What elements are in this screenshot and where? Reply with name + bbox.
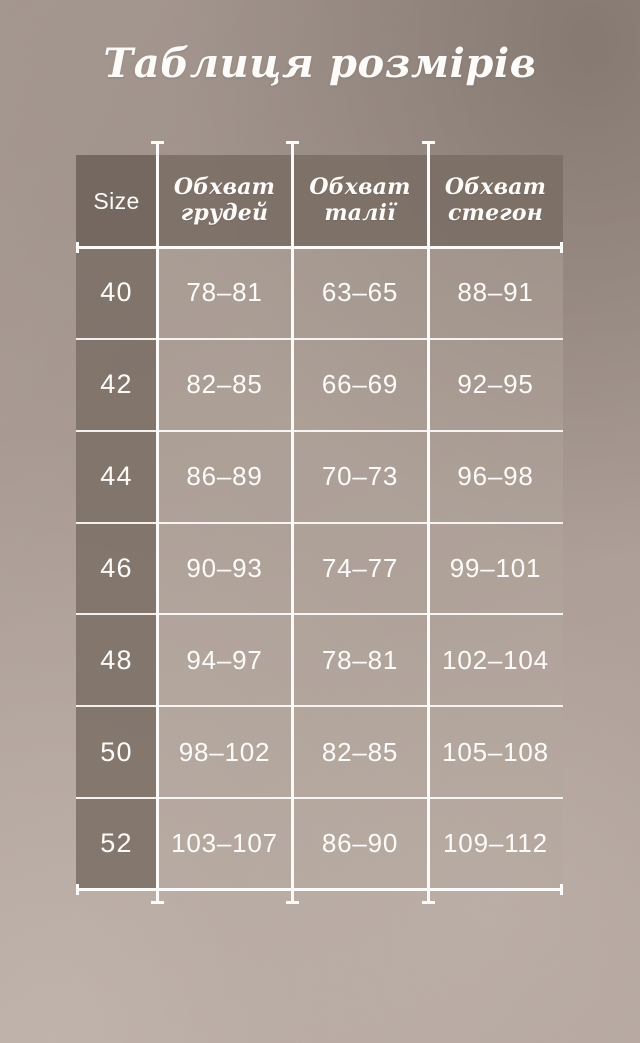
measurement-cell-hips: 105–108 <box>428 706 563 799</box>
measurement-cell-chest: 90–93 <box>157 522 292 615</box>
rule-table-bottom <box>76 884 563 895</box>
measurement-cell-waist: 74–77 <box>292 522 428 615</box>
measurement-cell-chest: 94–97 <box>157 614 292 707</box>
measurement-cell-waist: 78–81 <box>292 614 428 707</box>
rule-row-5 <box>76 705 563 707</box>
size-cell: 52 <box>76 798 157 890</box>
size-cell: 50 <box>76 706 157 799</box>
rule-header-bottom <box>76 242 563 253</box>
page-title: Таблиця розмірів <box>103 40 537 87</box>
measurement-cell-hips: 92–95 <box>428 338 563 431</box>
measurement-cell-hips: 99–101 <box>428 522 563 615</box>
measurement-cell-waist: 70–73 <box>292 430 428 523</box>
measurement-cell-chest: 103–107 <box>157 798 292 890</box>
size-chart-table: Size Обхват грудей Обхват талії Обхват стегон 4… <box>76 141 563 904</box>
size-cell: 44 <box>76 430 157 523</box>
size-chart-grid: Size Обхват грудей Обхват талії Обхват стегон 4… <box>76 155 563 890</box>
measurement-cell-chest: 78–81 <box>157 247 292 339</box>
rule-row-4 <box>76 613 563 615</box>
measurement-cell-hips: 109–112 <box>428 798 563 890</box>
measurement-cell-chest: 82–85 <box>157 338 292 431</box>
measurement-cell-waist: 63–65 <box>292 247 428 339</box>
size-cell: 40 <box>76 247 157 339</box>
column-header-chest: Обхват грудей <box>157 155 292 247</box>
divider-size-chest <box>151 141 164 904</box>
size-cell: 42 <box>76 338 157 431</box>
size-cell: 48 <box>76 614 157 707</box>
rule-row-6 <box>76 797 563 799</box>
column-header-waist: Обхват талії <box>292 155 428 247</box>
measurement-cell-waist: 66–69 <box>292 338 428 431</box>
measurement-cell-hips: 88–91 <box>428 247 563 339</box>
column-header-hips: Обхват стегон <box>428 155 563 247</box>
measurement-cell-chest: 86–89 <box>157 430 292 523</box>
size-cell: 46 <box>76 522 157 615</box>
measurement-cell-hips: 102–104 <box>428 614 563 707</box>
rule-row-2 <box>76 430 563 432</box>
column-header-size: Size <box>76 155 157 247</box>
rule-row-3 <box>76 522 563 524</box>
measurement-cell-chest: 98–102 <box>157 706 292 799</box>
measurement-cell-waist: 86–90 <box>292 798 428 890</box>
divider-chest-waist <box>286 141 299 904</box>
divider-waist-hips <box>422 141 435 904</box>
measurement-cell-waist: 82–85 <box>292 706 428 799</box>
measurement-cell-hips: 96–98 <box>428 430 563 523</box>
rule-row-1 <box>76 338 563 340</box>
